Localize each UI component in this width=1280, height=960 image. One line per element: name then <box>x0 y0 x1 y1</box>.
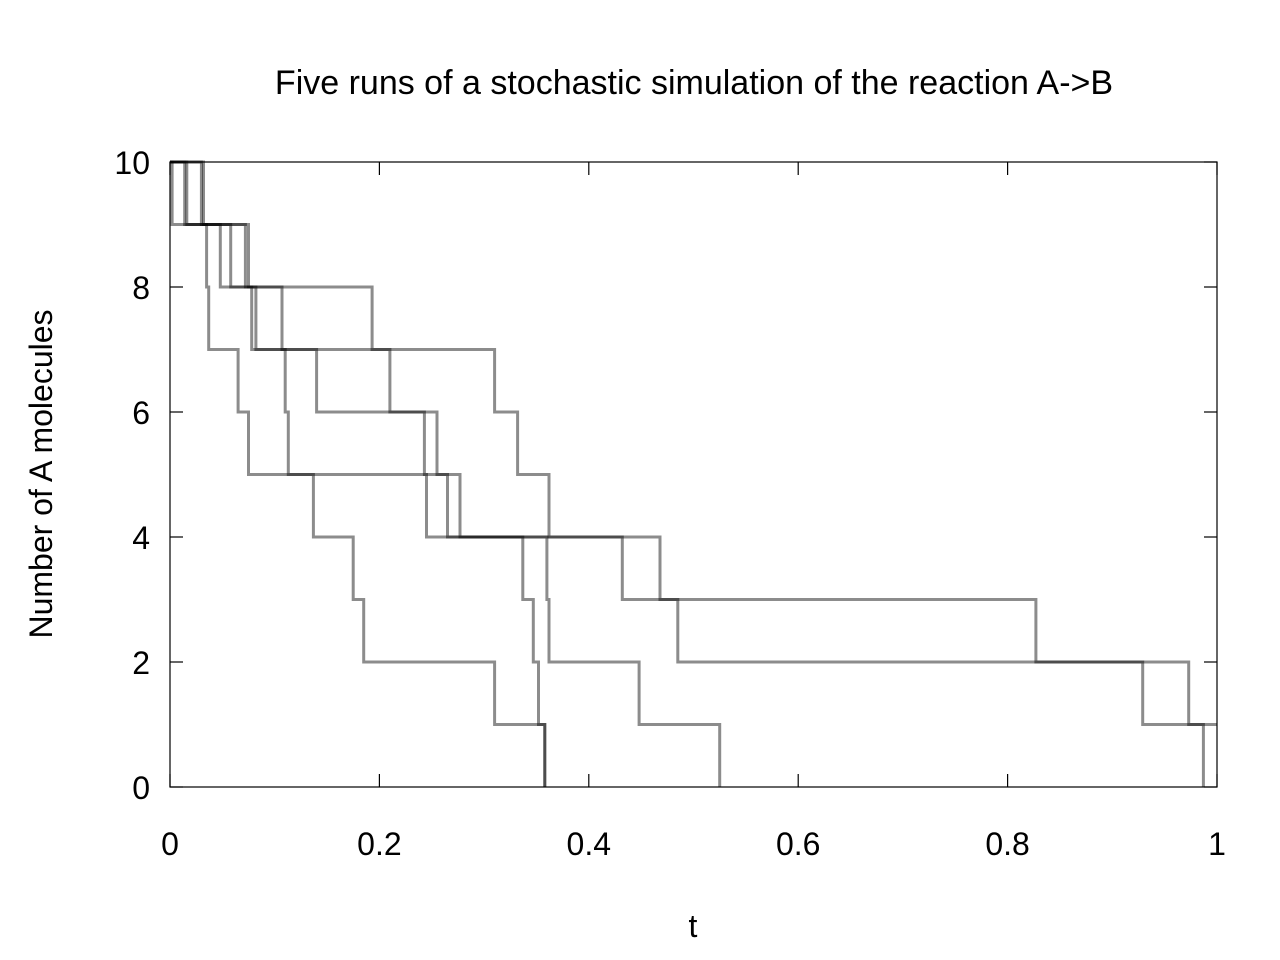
x-tick-label: 0.8 <box>985 826 1029 862</box>
x-tick-label: 0.4 <box>567 826 611 862</box>
series-line-run-2 <box>170 160 547 787</box>
series-line-run-5 <box>170 160 1217 726</box>
x-tick-label: 0 <box>161 826 179 862</box>
y-tick-label: 8 <box>132 270 150 306</box>
y-tick-label: 0 <box>132 770 150 806</box>
x-axis-label: t <box>689 908 698 944</box>
x-tick-label: 1 <box>1208 826 1226 862</box>
y-tick-label: 10 <box>114 145 150 181</box>
series-group <box>170 160 1217 787</box>
x-tick-label: 0.2 <box>357 826 401 862</box>
y-axis-label: Number of A molecules <box>23 309 59 638</box>
y-tick-label: 2 <box>132 645 150 681</box>
series-line-run-3 <box>170 160 722 787</box>
series-line-run-1 <box>170 160 547 787</box>
plot-frame <box>169 161 1218 788</box>
chart-title: Five runs of a stochastic simulation of … <box>275 64 1113 102</box>
x-tick-label: 0.6 <box>776 826 820 862</box>
series-line-run-4 <box>170 160 1205 787</box>
y-tick-label: 4 <box>132 520 150 556</box>
y-tick-label: 6 <box>132 395 150 431</box>
